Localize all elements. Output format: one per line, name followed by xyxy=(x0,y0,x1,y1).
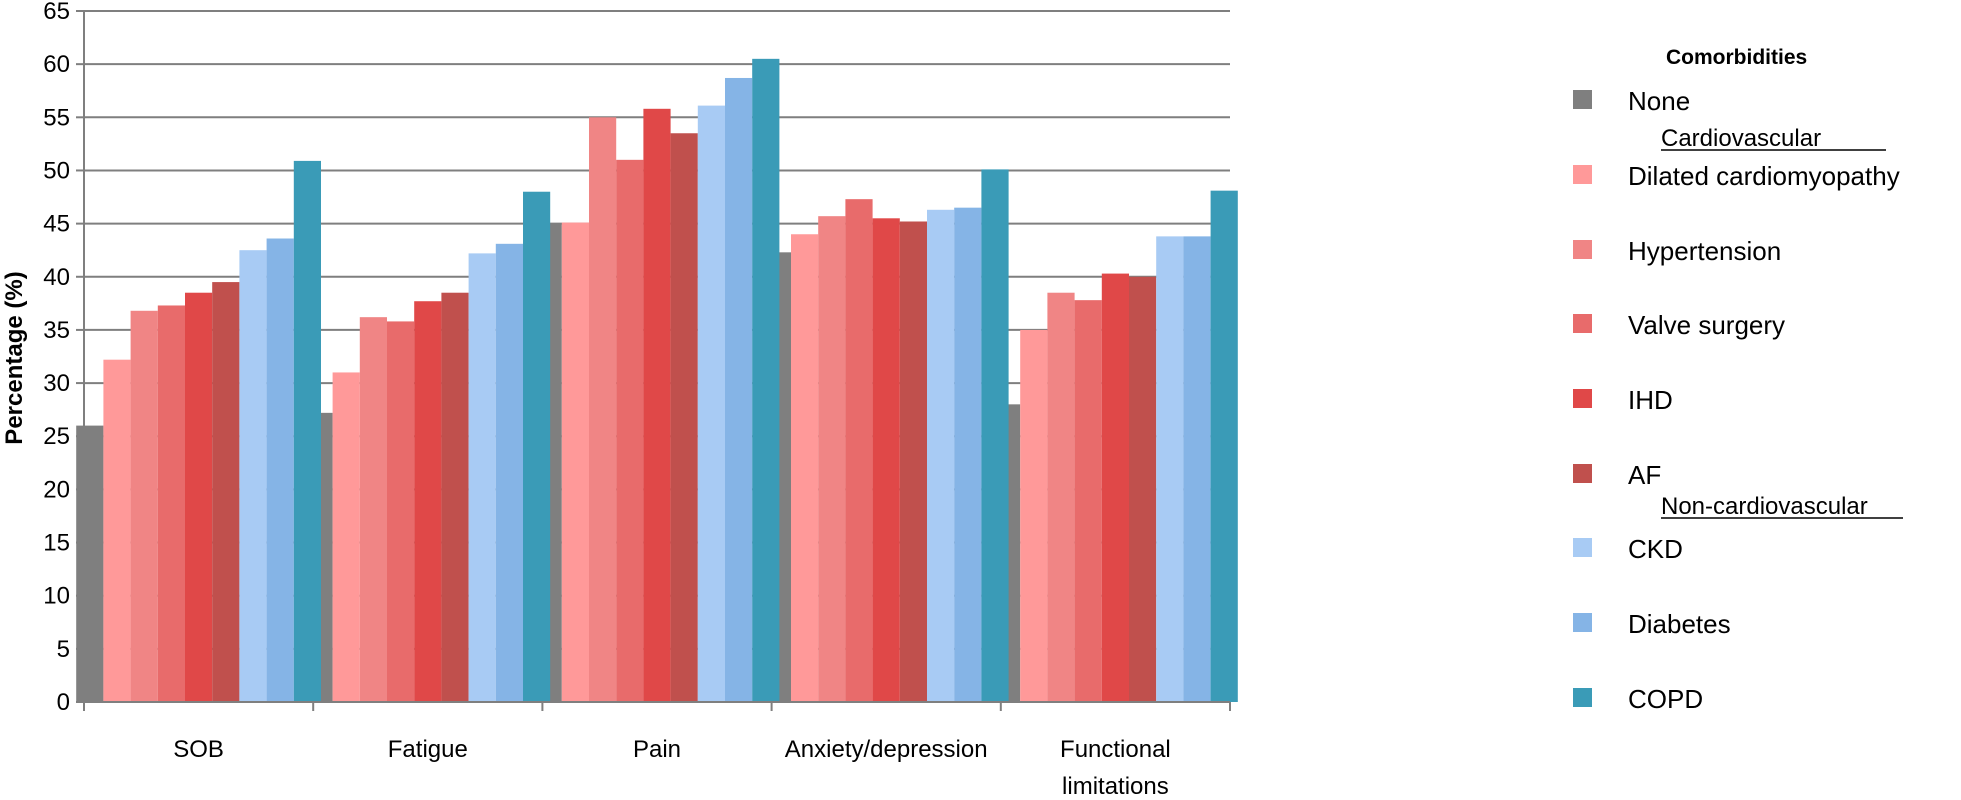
bar xyxy=(589,117,617,703)
y-tick-label: 60 xyxy=(43,51,70,78)
x-tick-label-line: Functional xyxy=(1060,736,1171,763)
bar xyxy=(1047,292,1075,702)
bar xyxy=(927,209,955,702)
legend-label: Hypertension xyxy=(1628,236,1781,266)
bar xyxy=(441,292,469,702)
bar xyxy=(130,310,158,702)
legend-label: COPD xyxy=(1628,684,1703,714)
bar xyxy=(185,292,213,702)
legend-label: CKD xyxy=(1628,534,1683,564)
x-tick-label: Pain xyxy=(633,736,681,763)
bar xyxy=(697,105,725,703)
bar xyxy=(954,207,982,702)
x-axis-ticks: SOB Fatigue Pain Anxiety/depression Function… xyxy=(83,702,1231,800)
bar xyxy=(414,301,442,702)
bar xyxy=(845,199,873,702)
bar xyxy=(1183,236,1211,702)
legend-swatch xyxy=(1573,538,1592,557)
bar xyxy=(1101,273,1129,702)
bar xyxy=(359,317,387,702)
legend-subheading: Non-cardiovascular xyxy=(1661,493,1868,520)
bar xyxy=(899,221,927,702)
bar xyxy=(791,234,819,702)
legend-swatch xyxy=(1573,688,1592,707)
legend-label: AF xyxy=(1628,460,1661,490)
bar xyxy=(103,359,131,702)
y-tick-label: 35 xyxy=(43,317,70,344)
x-tick-label: Anxiety/depression xyxy=(785,736,988,763)
bar xyxy=(561,222,589,702)
y-tick-label: 0 xyxy=(57,689,70,716)
legend-swatch xyxy=(1573,165,1592,184)
x-tick-label: Fatigue xyxy=(388,736,468,763)
legend-swatch xyxy=(1573,314,1592,333)
bar xyxy=(523,191,551,702)
bar xyxy=(1074,300,1102,702)
bar xyxy=(293,160,321,702)
y-tick-label: 65 xyxy=(43,0,70,25)
bar xyxy=(981,169,1009,703)
bar xyxy=(266,238,294,702)
bar xyxy=(1210,190,1238,702)
y-tick-label: 55 xyxy=(43,104,70,131)
bar xyxy=(332,372,360,702)
y-tick-label: 20 xyxy=(43,476,70,503)
x-tick-label: SOB xyxy=(173,736,224,763)
legend-swatch xyxy=(1573,240,1592,259)
bar xyxy=(76,425,104,702)
bar xyxy=(495,243,523,702)
bar xyxy=(616,159,644,703)
legend-swatch xyxy=(1573,464,1592,483)
bar xyxy=(212,282,240,702)
axes xyxy=(83,11,1230,703)
x-tick-label-line: SOB xyxy=(173,736,224,763)
x-tick-label: Functional limitations xyxy=(1060,736,1171,800)
bar xyxy=(157,305,185,702)
legend-swatch xyxy=(1573,90,1592,109)
y-tick-label: 25 xyxy=(43,423,70,450)
bar xyxy=(387,321,415,702)
bar xyxy=(1156,236,1184,702)
y-tick-label: 40 xyxy=(43,264,70,291)
y-tick-label: 15 xyxy=(43,530,70,557)
bar xyxy=(1129,276,1157,702)
legend-swatch xyxy=(1573,613,1592,632)
bars xyxy=(76,58,1238,703)
y-tick-label: 5 xyxy=(57,636,70,663)
bar xyxy=(643,108,671,702)
legend-label: Valve surgery xyxy=(1628,310,1785,340)
bar xyxy=(239,250,267,702)
legend-label: None xyxy=(1628,86,1690,116)
legend-subheading: Cardiovascular xyxy=(1661,125,1821,152)
x-tick-label-line: Anxiety/depression xyxy=(785,736,988,763)
legend: Comorbidities None Dilated cardiomyopathy H… xyxy=(1573,46,1903,714)
x-tick-label-line: Pain xyxy=(633,736,681,763)
bar xyxy=(752,58,780,703)
y-tick-label: 30 xyxy=(43,370,70,397)
bar xyxy=(1020,329,1048,702)
y-axis-label: Percentage (%) xyxy=(1,271,28,444)
x-tick-label-line: Fatigue xyxy=(388,736,468,763)
legend-label: Diabetes xyxy=(1628,609,1731,639)
bar xyxy=(872,218,900,703)
y-tick-label: 45 xyxy=(43,211,70,238)
x-tick-label-line: limitations xyxy=(1062,773,1169,800)
legend-label: Dilated cardiomyopathy xyxy=(1628,161,1900,191)
legend-label: IHD xyxy=(1628,385,1673,415)
bar xyxy=(725,77,753,702)
bar xyxy=(468,253,496,703)
bar xyxy=(818,216,846,703)
legend-title: Comorbidities xyxy=(1666,46,1807,69)
bar xyxy=(670,133,698,702)
y-tick-label: 50 xyxy=(43,157,70,184)
legend-swatch xyxy=(1573,389,1592,408)
y-tick-label: 10 xyxy=(43,583,70,610)
